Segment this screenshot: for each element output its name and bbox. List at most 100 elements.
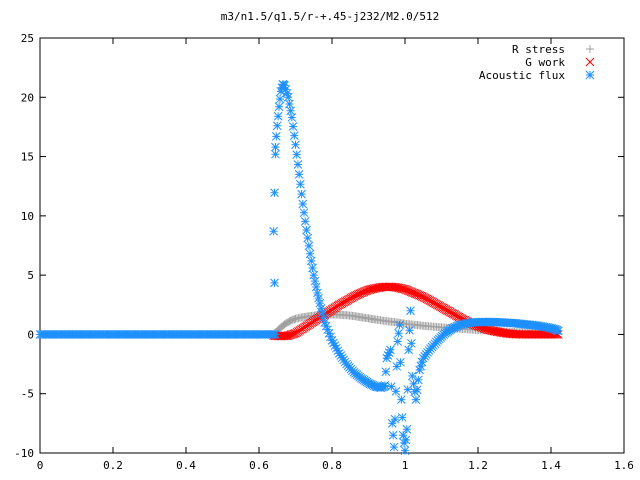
data-point	[390, 414, 400, 424]
y-tick-label: 25	[21, 32, 34, 45]
data-point	[396, 395, 406, 404]
data-point	[288, 122, 298, 131]
x-tick-label: 0	[37, 459, 44, 472]
y-tick-label: 5	[27, 269, 34, 282]
data-point	[298, 199, 308, 209]
data-point	[294, 170, 304, 179]
data-point	[381, 367, 391, 377]
data-point	[393, 337, 403, 346]
data-point	[271, 330, 280, 339]
data-point	[304, 241, 314, 251]
data-point	[415, 290, 424, 300]
legend-marker	[585, 57, 595, 67]
data-point	[297, 189, 306, 199]
legend-marker	[586, 45, 594, 53]
data-point	[416, 291, 426, 301]
x-tick-label: 0.8	[322, 459, 342, 472]
legend-label: G work	[525, 56, 565, 69]
data-point	[358, 287, 368, 297]
data-point	[269, 226, 278, 236]
data-point	[289, 329, 299, 339]
x-tick-label: 0.6	[249, 459, 269, 472]
data-point	[353, 289, 363, 299]
data-point	[272, 121, 282, 131]
data-point	[410, 289, 420, 298]
data-point	[419, 293, 429, 302]
data-point	[405, 286, 414, 296]
y-tick-label: 15	[21, 151, 34, 164]
y-tick-label: 20	[21, 91, 34, 104]
data-point	[349, 292, 359, 301]
series-2	[35, 79, 563, 455]
data-point	[315, 298, 325, 308]
data-point	[314, 293, 323, 303]
data-point	[397, 413, 407, 422]
data-point	[287, 113, 297, 122]
data-point	[409, 288, 419, 298]
data-point	[400, 446, 410, 455]
x-tick-label: 1.2	[468, 459, 488, 472]
series-1	[269, 282, 563, 341]
chart-title: m3/n1.5/q1.5/r-+.45-j232/M2.0/512	[221, 10, 440, 23]
legend-label: Acoustic flux	[479, 69, 565, 82]
x-tick-label: 1.4	[541, 459, 561, 472]
data-point	[288, 329, 297, 339]
data-point	[414, 375, 423, 385]
axis-ticks: 0 0.2 0.4 0.6 0.8 1 1.2 1.4 1.6 -10 -5 0 5 10 15 20 25	[14, 32, 634, 472]
data-point	[409, 379, 418, 389]
data-point	[271, 142, 280, 152]
data-point	[300, 217, 310, 226]
data-point	[306, 256, 316, 266]
data-point	[292, 150, 302, 159]
data-point	[394, 328, 403, 338]
legend-marker	[585, 70, 595, 80]
data-point	[412, 289, 422, 299]
data-point	[405, 325, 414, 335]
data-point	[418, 292, 427, 302]
data-point	[289, 131, 299, 140]
data-point	[270, 278, 279, 288]
data-point	[274, 102, 284, 112]
data-point	[402, 424, 412, 434]
x-tick-label: 1	[402, 459, 409, 472]
data-point	[402, 285, 411, 295]
data-point	[391, 386, 401, 396]
y-tick-label: -10	[14, 447, 34, 460]
data-point	[400, 285, 410, 294]
data-point	[355, 289, 365, 298]
data-point	[309, 270, 319, 280]
x-tick-label: 0.4	[176, 459, 196, 472]
data-point	[386, 345, 395, 355]
data-point	[406, 306, 415, 316]
data-point	[395, 320, 404, 330]
data-point	[291, 140, 300, 150]
data-point	[310, 276, 320, 286]
y-tick-label: 10	[21, 210, 34, 223]
data-point	[388, 430, 398, 440]
x-tick-label: 1.6	[614, 459, 634, 472]
data-point	[271, 149, 280, 159]
y-tick-label: 0	[27, 328, 34, 341]
data-point	[293, 160, 303, 169]
data-marks	[35, 79, 563, 455]
data-point	[311, 282, 321, 292]
data-point	[401, 435, 411, 445]
data-point	[285, 99, 294, 109]
data-point	[313, 288, 322, 298]
x-tick-label: 0.2	[103, 459, 123, 472]
data-point	[407, 287, 417, 297]
data-point	[302, 225, 311, 235]
data-point	[396, 357, 405, 367]
legend-label: R stress	[512, 43, 565, 56]
data-point	[411, 395, 421, 404]
data-point	[352, 290, 362, 300]
data-point	[406, 287, 416, 297]
data-point	[273, 111, 283, 121]
data-point	[356, 288, 366, 298]
data-point	[389, 442, 399, 452]
data-point	[351, 291, 360, 301]
data-point	[553, 326, 563, 336]
data-point	[403, 286, 413, 295]
data-point	[359, 287, 369, 297]
